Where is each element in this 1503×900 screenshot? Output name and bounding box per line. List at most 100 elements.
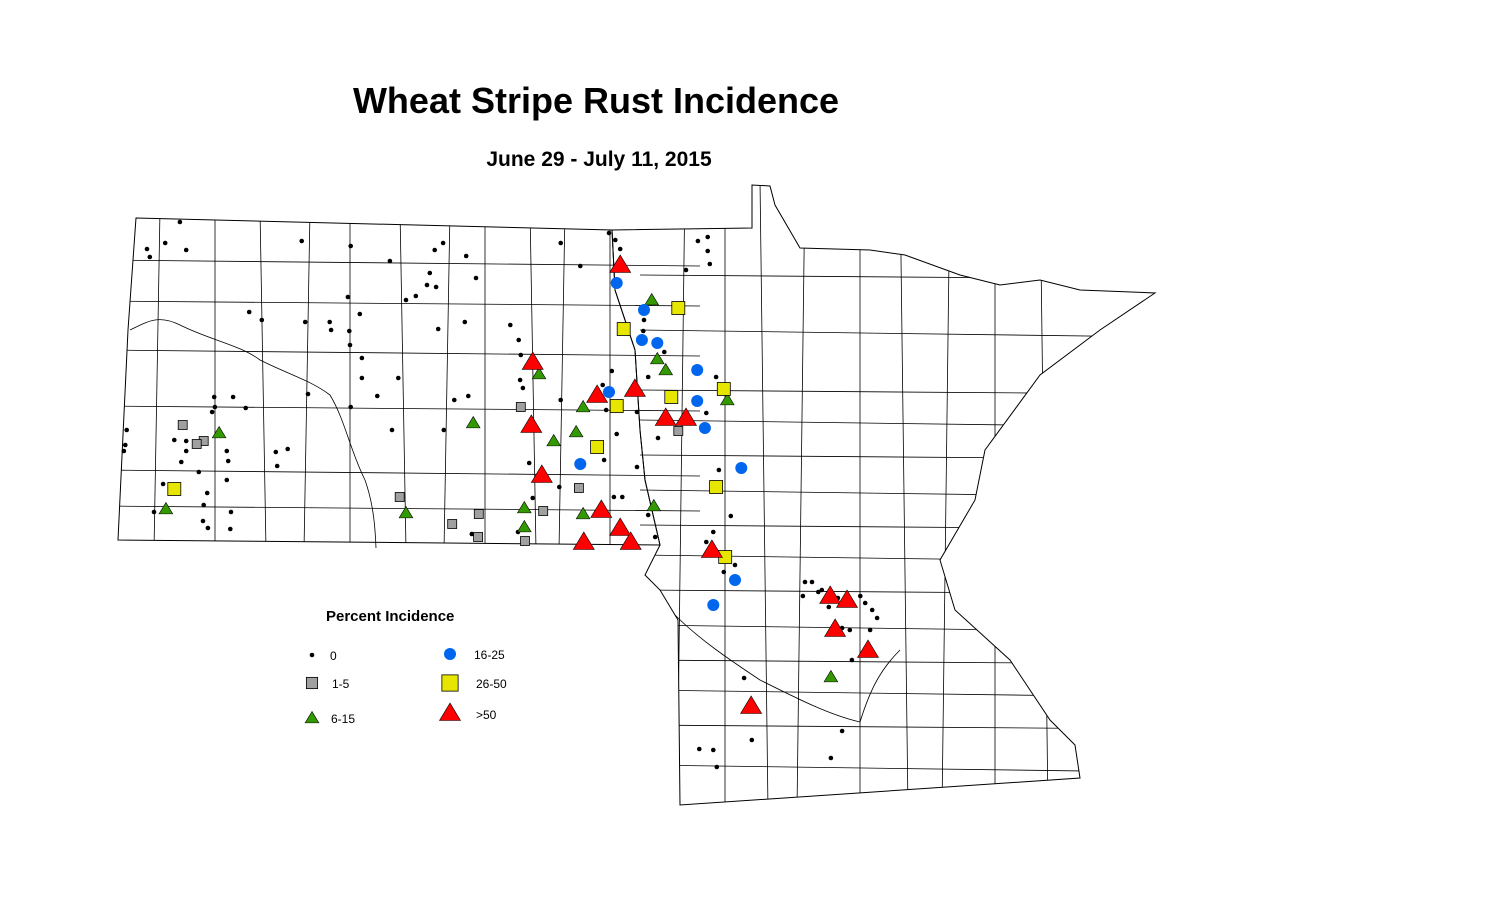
observation-circle-16-25 — [603, 386, 615, 398]
observation-triangle-6-15 — [158, 501, 174, 515]
observation-dot-0 — [424, 282, 430, 288]
observation-triangle-gt50 — [856, 639, 880, 658]
observation-square-26-50 — [167, 482, 182, 496]
missouri-river — [129, 319, 377, 549]
county-line — [676, 185, 686, 805]
observation-dot-0 — [183, 247, 189, 253]
observation-dot-0 — [816, 589, 821, 595]
county-line — [118, 349, 701, 357]
observation-square-1-5 — [515, 402, 526, 412]
observation-dot-0 — [243, 405, 248, 411]
observation-square-26-50 — [590, 440, 604, 454]
county-line — [639, 419, 1155, 428]
observation-circle-16-25 — [638, 304, 650, 316]
observation-dot-0 — [204, 490, 210, 496]
observation-dot-0 — [375, 393, 380, 399]
observation-dot-0 — [172, 437, 177, 443]
observation-dot-0 — [201, 502, 206, 508]
observation-dot-0 — [123, 442, 128, 448]
map-title: Wheat Stripe Rust Incidence — [352, 80, 840, 121]
observation-dot-0 — [655, 435, 661, 441]
observation-triangle-6-15 — [398, 505, 414, 519]
minnesota-river — [674, 614, 901, 723]
legend-symbol-dot — [309, 652, 315, 658]
observation-triangle-gt50 — [623, 378, 646, 397]
observation-dot-0 — [462, 319, 468, 325]
observation-dot-0 — [721, 569, 727, 575]
observation-triangle-gt50 — [824, 618, 847, 637]
county-line — [796, 185, 806, 805]
observation-dot-0 — [302, 319, 308, 325]
observation-triangle-6-15 — [644, 292, 660, 306]
observation-dot-0 — [517, 377, 523, 383]
observation-triangle-gt50 — [609, 517, 632, 536]
observation-dot-0 — [728, 513, 734, 519]
observation-dot-0 — [179, 459, 184, 465]
observation-triangle-gt50 — [521, 351, 544, 370]
observation-triangle-6-15 — [531, 366, 547, 380]
observation-triangle-6-15 — [568, 424, 584, 438]
county-line — [639, 454, 1155, 460]
observation-dot-0 — [613, 237, 618, 243]
observation-circle-16-25 — [729, 574, 741, 586]
county-line — [639, 659, 1155, 665]
observation-dot-0 — [196, 469, 202, 475]
observation-dot-0 — [389, 427, 395, 433]
observation-dot-0 — [697, 746, 702, 752]
observation-dot-0 — [518, 352, 524, 358]
legend-label: 0 — [330, 649, 337, 663]
observation-dot-0 — [683, 267, 689, 273]
observation-dot-0 — [209, 409, 215, 415]
observation-dot-0 — [327, 319, 333, 325]
observation-triangle-gt50 — [530, 464, 553, 483]
observation-dot-0 — [601, 457, 607, 463]
observation-dot-0 — [819, 587, 825, 593]
observation-dot-0 — [212, 404, 218, 410]
observation-dot-0 — [285, 446, 291, 452]
legend-label: 26-50 — [476, 677, 507, 691]
observation-triangle-gt50 — [819, 585, 842, 604]
observation-triangle-6-15 — [516, 519, 532, 533]
observation-dot-0 — [228, 526, 233, 532]
observation-dot-0 — [413, 293, 419, 299]
observation-circle-16-25 — [691, 395, 704, 407]
observation-triangle-gt50 — [590, 499, 613, 518]
observation-triangle-gt50 — [572, 531, 595, 550]
observation-dot-0 — [874, 615, 880, 621]
observation-triangle-6-15 — [575, 506, 591, 520]
observation-dot-0 — [749, 737, 755, 743]
observation-dot-0 — [802, 579, 808, 585]
observation-dot-0 — [435, 326, 441, 332]
observation-dot-0 — [705, 248, 710, 254]
observation-dot-0 — [121, 448, 127, 454]
observation-square-1-5 — [520, 536, 530, 546]
observation-dot-0 — [695, 238, 701, 244]
observation-triangle-gt50 — [586, 384, 609, 403]
observation-dot-0 — [348, 243, 354, 249]
observation-triangle-gt50 — [700, 539, 723, 558]
observation-triangle-gt50 — [520, 414, 543, 433]
observation-dot-0 — [228, 509, 234, 515]
county-line — [639, 589, 1155, 595]
observation-dot-0 — [147, 254, 153, 260]
county-line — [529, 209, 537, 551]
observation-dot-0 — [867, 627, 873, 633]
observation-dot-0 — [508, 322, 513, 328]
county-line — [443, 209, 451, 551]
county-boundaries — [118, 185, 1155, 805]
observation-points — [121, 219, 880, 770]
observation-square-1-5 — [538, 506, 549, 516]
observation-dot-0 — [704, 539, 709, 545]
observation-dot-0 — [151, 509, 157, 515]
observation-triangle-6-15 — [823, 669, 839, 683]
observation-dot-0 — [862, 600, 868, 606]
observation-dot-0 — [530, 495, 535, 501]
observation-dot-0 — [652, 534, 658, 540]
observation-triangle-6-15 — [658, 362, 674, 376]
observation-dot-0 — [558, 397, 563, 403]
legend-label: 16-25 — [474, 648, 505, 662]
observation-dot-0 — [183, 438, 189, 444]
observation-dot-0 — [800, 593, 806, 599]
observation-dot-0 — [713, 374, 719, 380]
legend-label: 1-5 — [332, 677, 350, 691]
